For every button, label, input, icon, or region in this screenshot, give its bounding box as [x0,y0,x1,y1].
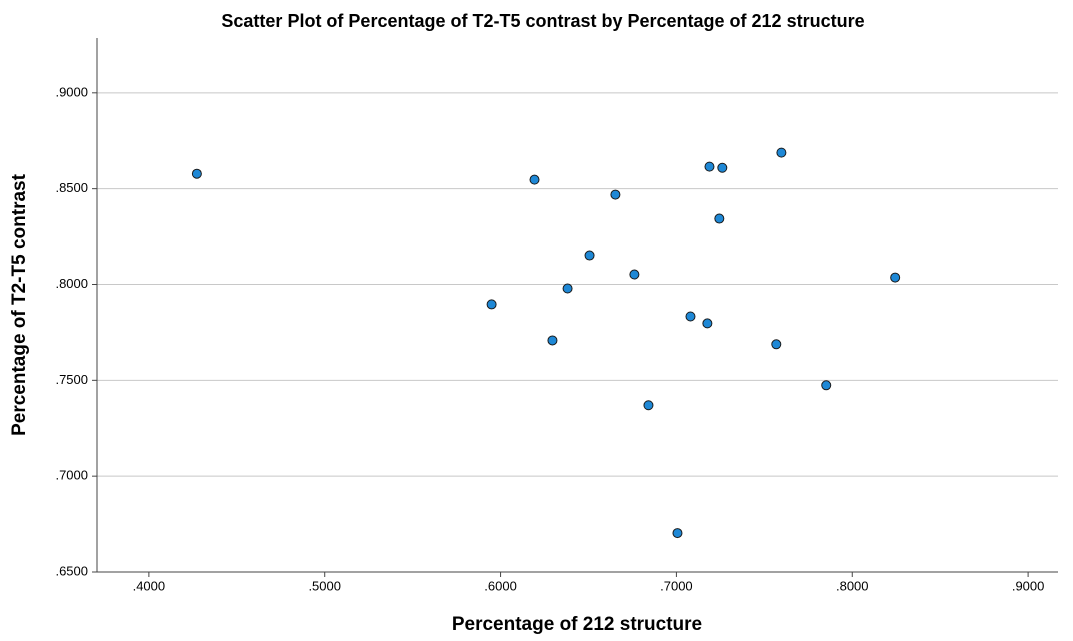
x-axis-title: Percentage of 212 structure [452,614,702,635]
x-tick-label: .5000 [308,578,341,593]
y-tick-label: .6500 [55,563,88,578]
chart-title: Scatter Plot of Percentage of T2-T5 cont… [221,11,864,31]
scatter-point [717,162,728,173]
y-tick-label: .7500 [55,372,88,387]
x-tick-label: .4000 [133,578,166,593]
x-tick-label: .9000 [1012,578,1045,593]
scatter-point [486,299,497,310]
scatter-point [776,147,787,158]
y-tick-label: .7000 [55,468,88,483]
y-tick-label: .9000 [55,84,88,99]
scatter-point [643,400,654,411]
scatter-point [547,335,558,346]
y-tick-label: .8500 [55,180,88,195]
scatter-point [529,174,540,185]
scatter-point [610,189,621,200]
scatter-point [771,339,782,350]
x-tick-label: .8000 [836,578,869,593]
scatter-point [584,250,595,261]
scatter-point [890,272,901,283]
scatter-point [702,318,713,329]
scatter-point [685,311,696,322]
scatter-point [629,269,640,280]
scatter-point [714,213,725,224]
scatter-point [704,161,715,172]
scatter-point [562,283,573,294]
y-tick-label: .8000 [55,276,88,291]
scatter-point [191,168,202,179]
x-tick-label: .7000 [660,578,693,593]
scatter-point [821,380,832,391]
scatter-point [672,528,683,539]
y-axis-title: Percentage of T2-T5 contrast [9,173,30,436]
x-tick-label: .6000 [484,578,517,593]
